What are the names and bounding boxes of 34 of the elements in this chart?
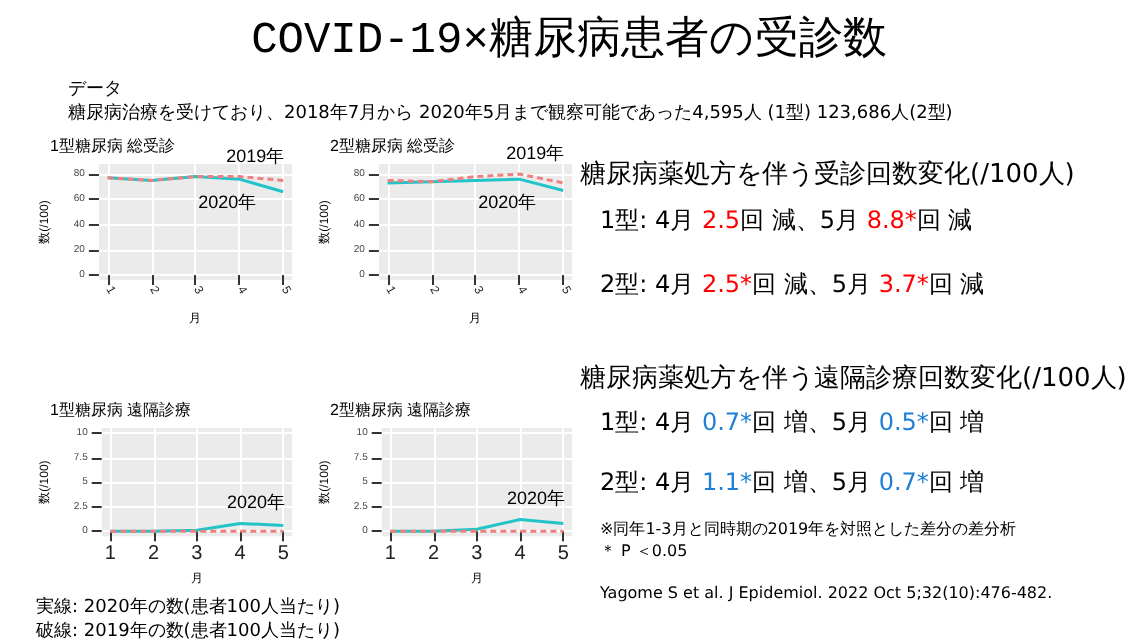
text: 糖尿病治療を受けており、2018年7月から 2020年5月まで観察可能であった4,595人 (1型) 123,686人(2型) (68, 101, 953, 126)
series-label: 2020年 (478, 192, 537, 213)
series-label: 2019年 (506, 143, 565, 164)
text: 2型: 4月 2.5*回 減、5月 3.7*回 減 (600, 268, 985, 302)
x-tick-label: 5 (277, 543, 290, 566)
x-tick-label: 5 (557, 543, 570, 566)
chart-title: 2型糖尿病 総受診 (330, 137, 456, 155)
x-tick-label: 3 (191, 543, 204, 566)
chart-title: 1型糖尿病 総受診 (50, 137, 176, 155)
x-tick-label: 2 (148, 543, 161, 566)
x-tick-label: 3 (471, 543, 484, 566)
text: 実線: 2020年の数(患者100人当たり) (36, 595, 340, 620)
chart-title: 1型糖尿病 遠隔診療 (50, 401, 192, 419)
text: データ (68, 78, 122, 102)
text: COVID-19×糖尿病患者の受診数 (249, 13, 889, 68)
text: ＊ P ＜0.05 (600, 540, 688, 562)
text: 糖尿病薬処方を伴う受診回数変化(/100人) (580, 158, 1075, 192)
x-tick-label: 1 (104, 543, 117, 566)
text: 破線: 2019年の数(患者100人当たり) (36, 619, 340, 640)
series-label: 2020年 (227, 492, 286, 513)
series-label: 2020年 (507, 488, 566, 509)
x-tick-label: 2 (428, 543, 441, 566)
text: 1型: 4月 0.7*回 増、5月 0.5*回 増 (600, 406, 985, 440)
text: 糖尿病薬処方を伴う遠隔診療回数変化(/100人) (580, 362, 1127, 396)
x-tick-label: 4 (234, 543, 247, 566)
x-tick-label: 4 (514, 543, 527, 566)
series-label: 2020年 (198, 192, 257, 213)
text: 2型: 4月 1.1*回 増、5月 0.7*回 増 (600, 466, 985, 500)
text: Yagome S et al. J Epidemiol. 2022 Oct 5;32(10):476-482. (600, 584, 1053, 602)
chart-title: 2型糖尿病 遠隔診療 (330, 401, 472, 419)
series-label: 2019年 (226, 145, 285, 166)
text: 1型: 4月 2.5回 減、5月 8.8*回 減 (600, 204, 973, 238)
x-tick-label: 1 (384, 543, 397, 566)
text: ※同年1-3月と同時期の2019年を対照とした差分の差分析 (600, 518, 1017, 540)
